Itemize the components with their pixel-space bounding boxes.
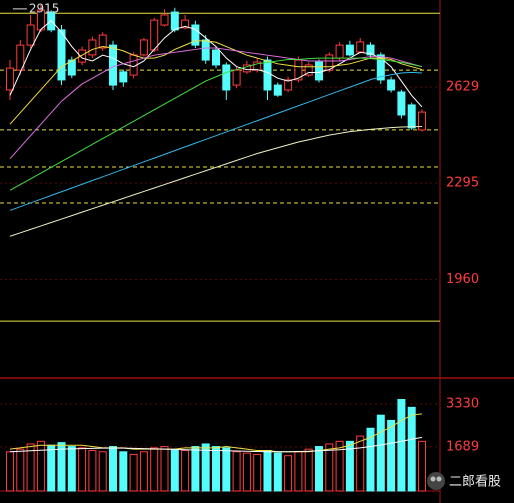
candle-body [263,59,272,91]
watermark-icon [427,472,445,490]
y-tick-label: 2295 [446,176,479,191]
volume-bar [47,444,56,492]
volume-bar [88,449,97,492]
candle-body [222,64,231,91]
candle-body [325,54,334,71]
volume-bar [139,451,148,492]
candle-body [273,84,282,96]
candle-body [139,39,148,56]
volume-bar [170,448,179,492]
candle-body [315,61,323,81]
candle-body [160,14,169,26]
candle-body [418,111,426,131]
candle-body [181,19,190,29]
candle-body [170,11,179,31]
candle-body [407,104,416,129]
volume-bar [397,398,406,492]
candle-body [109,44,117,86]
candle-body [304,64,313,76]
volume-bar [366,427,375,492]
watermark-text: 二郎看股 [449,474,501,490]
volume-bar [98,451,107,492]
volume-bar [232,451,241,492]
volume-bar [294,451,303,492]
volume-bar [160,446,169,492]
volume-bar [212,446,220,492]
volume-bar [273,452,282,492]
candle-body [335,44,344,59]
candle-body [67,59,76,76]
y-tick-label: 1960 [446,272,479,287]
volume-bar [315,446,323,492]
volume-bar [36,440,45,492]
candle-body [294,59,303,81]
volume-bar [191,446,200,492]
candle-body [356,41,365,53]
candle-body [387,79,396,91]
candle-body [191,24,200,46]
volume-bar [181,449,190,492]
candle-body [150,19,159,51]
volume-moving-average [9,413,423,453]
volume-bar [263,449,272,492]
candle-body [212,49,220,66]
candle-body [98,34,107,49]
moving-average [9,57,423,191]
volume-bar [6,451,14,492]
candle-body [232,69,241,86]
volume-bar [304,448,313,492]
candle-body [397,91,406,116]
volume-bar [284,455,293,492]
candle-body [366,44,375,56]
candle-body [201,39,210,61]
candle-body [376,54,385,81]
volume-bar [325,443,334,492]
y-tick-label: 2629 [446,80,479,95]
volume-moving-average [9,436,423,453]
candle-body [16,44,25,71]
moving-average [9,125,423,237]
watermark-icon-dot [436,476,442,482]
volume-bar [376,414,385,492]
volume-bar [387,419,396,492]
volume-tick-label: 1689 [446,439,479,454]
volume-bar [345,440,354,492]
candle-body [78,49,87,63]
candle-body [26,24,35,46]
volume-tick-label: 3330 [446,396,479,411]
candle-body [253,61,262,71]
volume-bar [57,442,66,492]
volume-bar [129,453,138,492]
volume-bar [119,451,128,492]
moving-average [9,71,423,211]
candle-body [57,29,66,81]
watermark-icon-dot [430,476,436,482]
candle-body [345,44,354,56]
volume-bar [356,435,365,492]
volume-bar [16,448,25,492]
volume-bar [78,447,87,492]
volume-bar [201,443,210,492]
volume-bar [109,446,117,492]
volume-bar [150,447,159,492]
volume-bar [253,453,262,492]
candle-body [284,79,293,91]
candle-body [88,39,97,56]
volume-bar [407,406,416,492]
high-annotation: 2915 [29,1,60,15]
volume-bar [335,440,344,492]
candle-body [119,71,128,83]
moving-average [9,47,423,160]
moving-average [9,20,423,108]
volume-bar [222,447,231,492]
volume-bar [418,440,426,492]
volume-bar [67,446,76,492]
volume-bar [26,443,35,492]
moving-average [9,40,423,125]
candle-body [6,67,14,91]
watermark: 二郎看股 [427,472,501,490]
volume-bar [242,452,251,492]
